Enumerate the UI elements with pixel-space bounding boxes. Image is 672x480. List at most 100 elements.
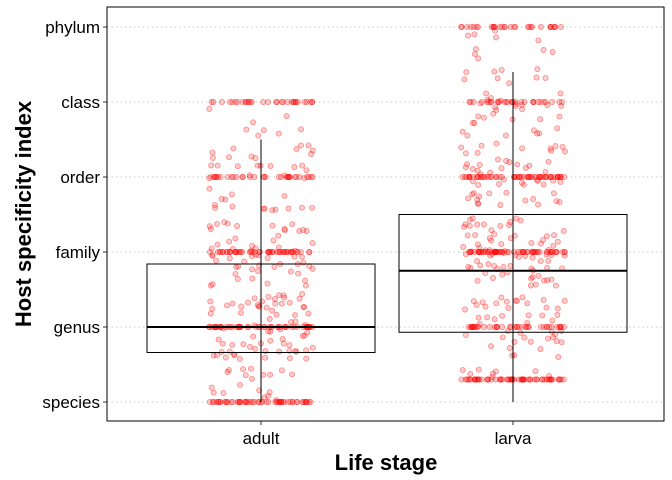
data-point	[507, 24, 514, 30]
data-point	[309, 240, 316, 247]
data-point	[252, 251, 259, 258]
data-point	[500, 176, 507, 183]
data-point	[494, 75, 501, 82]
data-point	[299, 332, 306, 339]
data-point	[223, 399, 230, 405]
x-axis: adult larva	[243, 421, 532, 448]
data-point	[232, 249, 239, 255]
data-point	[302, 277, 309, 284]
data-point	[497, 376, 504, 383]
data-point	[466, 99, 473, 105]
data-point	[247, 174, 253, 180]
data-point	[474, 221, 481, 228]
data-point	[305, 174, 312, 180]
data-point	[479, 249, 486, 255]
gridlines	[107, 26, 664, 403]
data-point	[555, 354, 562, 361]
data-point	[561, 297, 568, 304]
data-point	[275, 174, 282, 180]
data-point	[222, 196, 229, 203]
data-point	[300, 304, 307, 311]
data-point	[539, 376, 546, 383]
data-point	[488, 343, 495, 350]
data-point	[519, 179, 525, 186]
data-point	[532, 281, 539, 288]
data-point	[545, 247, 552, 253]
data-point	[470, 178, 477, 185]
data-point	[278, 399, 285, 405]
data-point	[517, 174, 524, 180]
data-point	[550, 174, 557, 180]
data-point	[242, 399, 249, 405]
data-point	[459, 367, 466, 374]
data-point	[251, 295, 258, 302]
data-point	[214, 174, 221, 180]
data-point	[544, 324, 551, 330]
data-point	[217, 249, 224, 255]
data-point	[545, 376, 552, 383]
data-point	[469, 215, 476, 222]
data-point	[264, 280, 271, 287]
data-point	[545, 257, 552, 264]
data-point	[474, 324, 481, 330]
data-point	[266, 316, 273, 322]
data-point	[544, 249, 551, 255]
data-point	[499, 334, 506, 341]
data-point	[496, 174, 503, 180]
data-point	[500, 263, 507, 270]
data-point	[471, 376, 478, 383]
data-point	[552, 331, 559, 338]
data-point	[540, 181, 547, 188]
data-point	[248, 399, 254, 405]
data-point	[526, 174, 533, 180]
data-point	[265, 392, 272, 399]
data-point	[528, 174, 535, 180]
data-point	[237, 381, 243, 388]
data-point	[551, 24, 558, 30]
data-point	[473, 24, 480, 30]
data-point	[487, 174, 494, 180]
data-point	[226, 249, 233, 255]
data-point	[528, 240, 535, 247]
data-point	[240, 341, 247, 348]
data-point	[546, 324, 553, 330]
data-point	[233, 174, 240, 180]
data-point	[521, 376, 528, 383]
data-point	[224, 174, 231, 180]
data-point	[537, 99, 544, 105]
data-point	[476, 244, 483, 251]
data-point	[285, 205, 292, 212]
data-point	[492, 248, 499, 255]
data-point	[249, 375, 255, 382]
data-point	[213, 257, 219, 264]
data-point	[492, 376, 499, 383]
data-point	[483, 90, 490, 97]
data-point	[222, 399, 229, 405]
data-point	[484, 376, 491, 383]
data-point	[498, 174, 505, 180]
data-point	[293, 399, 300, 405]
data-point	[474, 277, 481, 284]
data-point	[286, 355, 293, 362]
data-point	[281, 294, 288, 301]
data-point	[527, 338, 534, 345]
data-point	[498, 66, 505, 73]
data-point	[255, 268, 261, 274]
data-point	[559, 249, 566, 255]
data-point	[475, 181, 482, 188]
data-point	[519, 376, 525, 383]
data-point	[559, 143, 566, 150]
data-point	[561, 174, 568, 180]
data-point	[462, 150, 469, 157]
data-point	[523, 324, 530, 330]
data-point	[476, 321, 483, 327]
data-point	[208, 245, 215, 252]
data-point	[544, 264, 551, 271]
data-point	[308, 151, 315, 157]
data-point	[251, 249, 258, 255]
data-point	[478, 142, 485, 149]
data-point	[288, 319, 295, 326]
data-point	[506, 159, 513, 166]
data-point	[214, 249, 221, 255]
data-point	[547, 249, 554, 255]
